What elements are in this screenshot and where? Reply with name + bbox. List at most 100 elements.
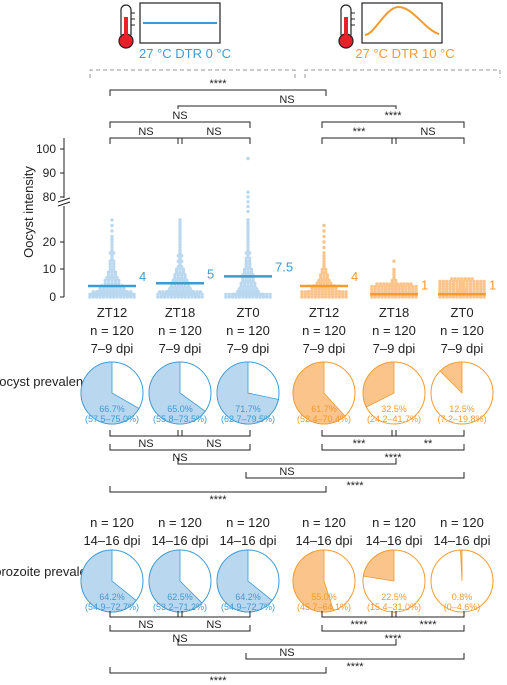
data-point <box>265 292 269 297</box>
data-point <box>164 292 169 296</box>
data-point <box>174 287 179 291</box>
data-point <box>318 281 323 285</box>
data-point <box>246 254 250 258</box>
data-point <box>103 289 107 294</box>
data-point <box>178 229 182 233</box>
data-point <box>322 276 326 280</box>
intensity-medians: 4 5 7.5 4 1 1 <box>88 259 496 296</box>
data-point <box>239 284 243 288</box>
data-point <box>108 287 113 291</box>
data-point <box>475 290 479 294</box>
data-point <box>377 287 381 291</box>
data-point <box>113 281 118 285</box>
data-point <box>195 290 199 294</box>
significance-label-bg <box>342 618 376 630</box>
data-point <box>108 259 113 263</box>
data-point <box>248 262 252 266</box>
group-dpi: 7–9 dpi <box>303 341 346 356</box>
data-point <box>178 251 182 255</box>
data-point <box>438 282 442 286</box>
data-point <box>188 287 192 291</box>
data-point <box>112 259 116 263</box>
data-point <box>130 292 135 296</box>
data-point <box>122 295 126 299</box>
data-point <box>303 295 307 299</box>
data-point <box>468 282 473 286</box>
data-point <box>105 287 109 291</box>
data-point <box>89 292 94 296</box>
data-point <box>110 292 114 296</box>
significance-label-bg <box>418 125 438 137</box>
data-point <box>451 290 456 294</box>
data-point <box>411 287 415 291</box>
data-point <box>258 295 262 299</box>
data-point <box>334 287 338 291</box>
pie-ci: (55.8–73.5%) <box>153 414 207 424</box>
data-point <box>482 282 486 286</box>
data-point <box>246 209 250 214</box>
significance-label-bg <box>170 632 190 644</box>
data-point <box>246 156 250 161</box>
data-point <box>110 237 114 241</box>
data-point <box>183 295 187 299</box>
significance-label-bg <box>201 674 235 685</box>
sporozoite-dpi: 14–16 dpi <box>83 533 140 548</box>
significance-bracket <box>177 458 397 465</box>
data-point <box>330 287 335 291</box>
data-point <box>268 292 272 297</box>
data-point <box>404 284 408 289</box>
data-point <box>465 279 469 284</box>
significance-label: **** <box>346 480 364 492</box>
svg-text:80: 80 <box>43 190 57 204</box>
data-point <box>327 295 331 299</box>
data-point <box>397 295 401 299</box>
data-point <box>174 270 179 274</box>
data-point <box>103 281 107 285</box>
significance-bracket <box>109 611 183 618</box>
data-point <box>394 295 398 299</box>
oocyst-prevalence-significance: NS NS *** **NS ****NS******** <box>109 430 465 506</box>
significance-label: **** <box>350 619 368 631</box>
data-point <box>265 295 269 299</box>
data-point <box>110 270 114 274</box>
data-point <box>110 245 114 250</box>
data-point <box>237 287 242 291</box>
significance-bracket <box>109 121 251 128</box>
pie-percent: 22.5% <box>381 592 407 602</box>
data-point <box>387 289 391 294</box>
data-point <box>322 234 326 239</box>
data-point <box>178 292 182 296</box>
data-point <box>110 273 114 277</box>
data-point <box>169 295 174 299</box>
data-point <box>120 289 124 294</box>
oocyst-prevalence-pies: 66.7%(57.5–75.0%)65.0%(55.8–73.5%)71.7%(… <box>80 361 494 425</box>
data-point <box>382 282 386 286</box>
data-point <box>118 295 123 299</box>
data-point <box>246 229 250 233</box>
data-point <box>239 281 243 285</box>
data-point <box>380 289 384 294</box>
data-point <box>173 276 177 280</box>
significance-bracket <box>177 430 251 437</box>
data-point <box>106 270 111 274</box>
data-point <box>178 221 182 225</box>
data-point <box>178 243 182 247</box>
group-n: n = 120 <box>372 323 416 338</box>
data-point <box>242 284 247 288</box>
data-point <box>185 292 189 296</box>
data-point <box>318 276 323 280</box>
data-point <box>451 284 456 289</box>
data-point <box>322 223 326 228</box>
data-point <box>334 295 338 299</box>
data-point <box>110 256 114 261</box>
data-point <box>390 287 394 291</box>
data-point <box>106 292 111 296</box>
y-tick-90: 90 <box>43 166 64 180</box>
data-point <box>253 284 257 288</box>
data-point <box>337 292 341 296</box>
data-point <box>317 278 321 283</box>
data-point <box>377 290 381 294</box>
data-point <box>123 289 128 294</box>
significance-bracket <box>109 625 251 632</box>
data-point <box>451 279 456 284</box>
